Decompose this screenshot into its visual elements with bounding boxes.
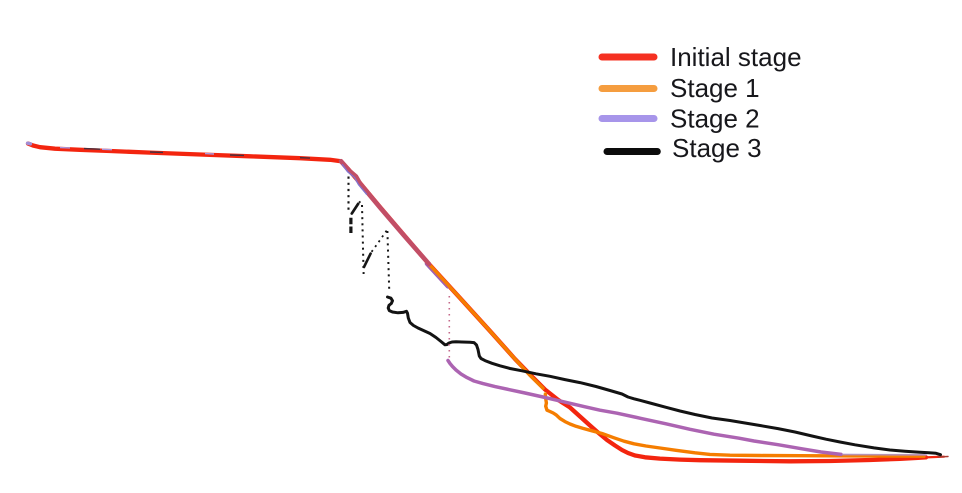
svg-text:Stage 2: Stage 2 — [670, 103, 760, 133]
svg-text:Initial stage: Initial stage — [670, 42, 802, 72]
svg-text:Stage 3: Stage 3 — [672, 133, 762, 163]
svg-text:Stage 1: Stage 1 — [670, 73, 760, 103]
